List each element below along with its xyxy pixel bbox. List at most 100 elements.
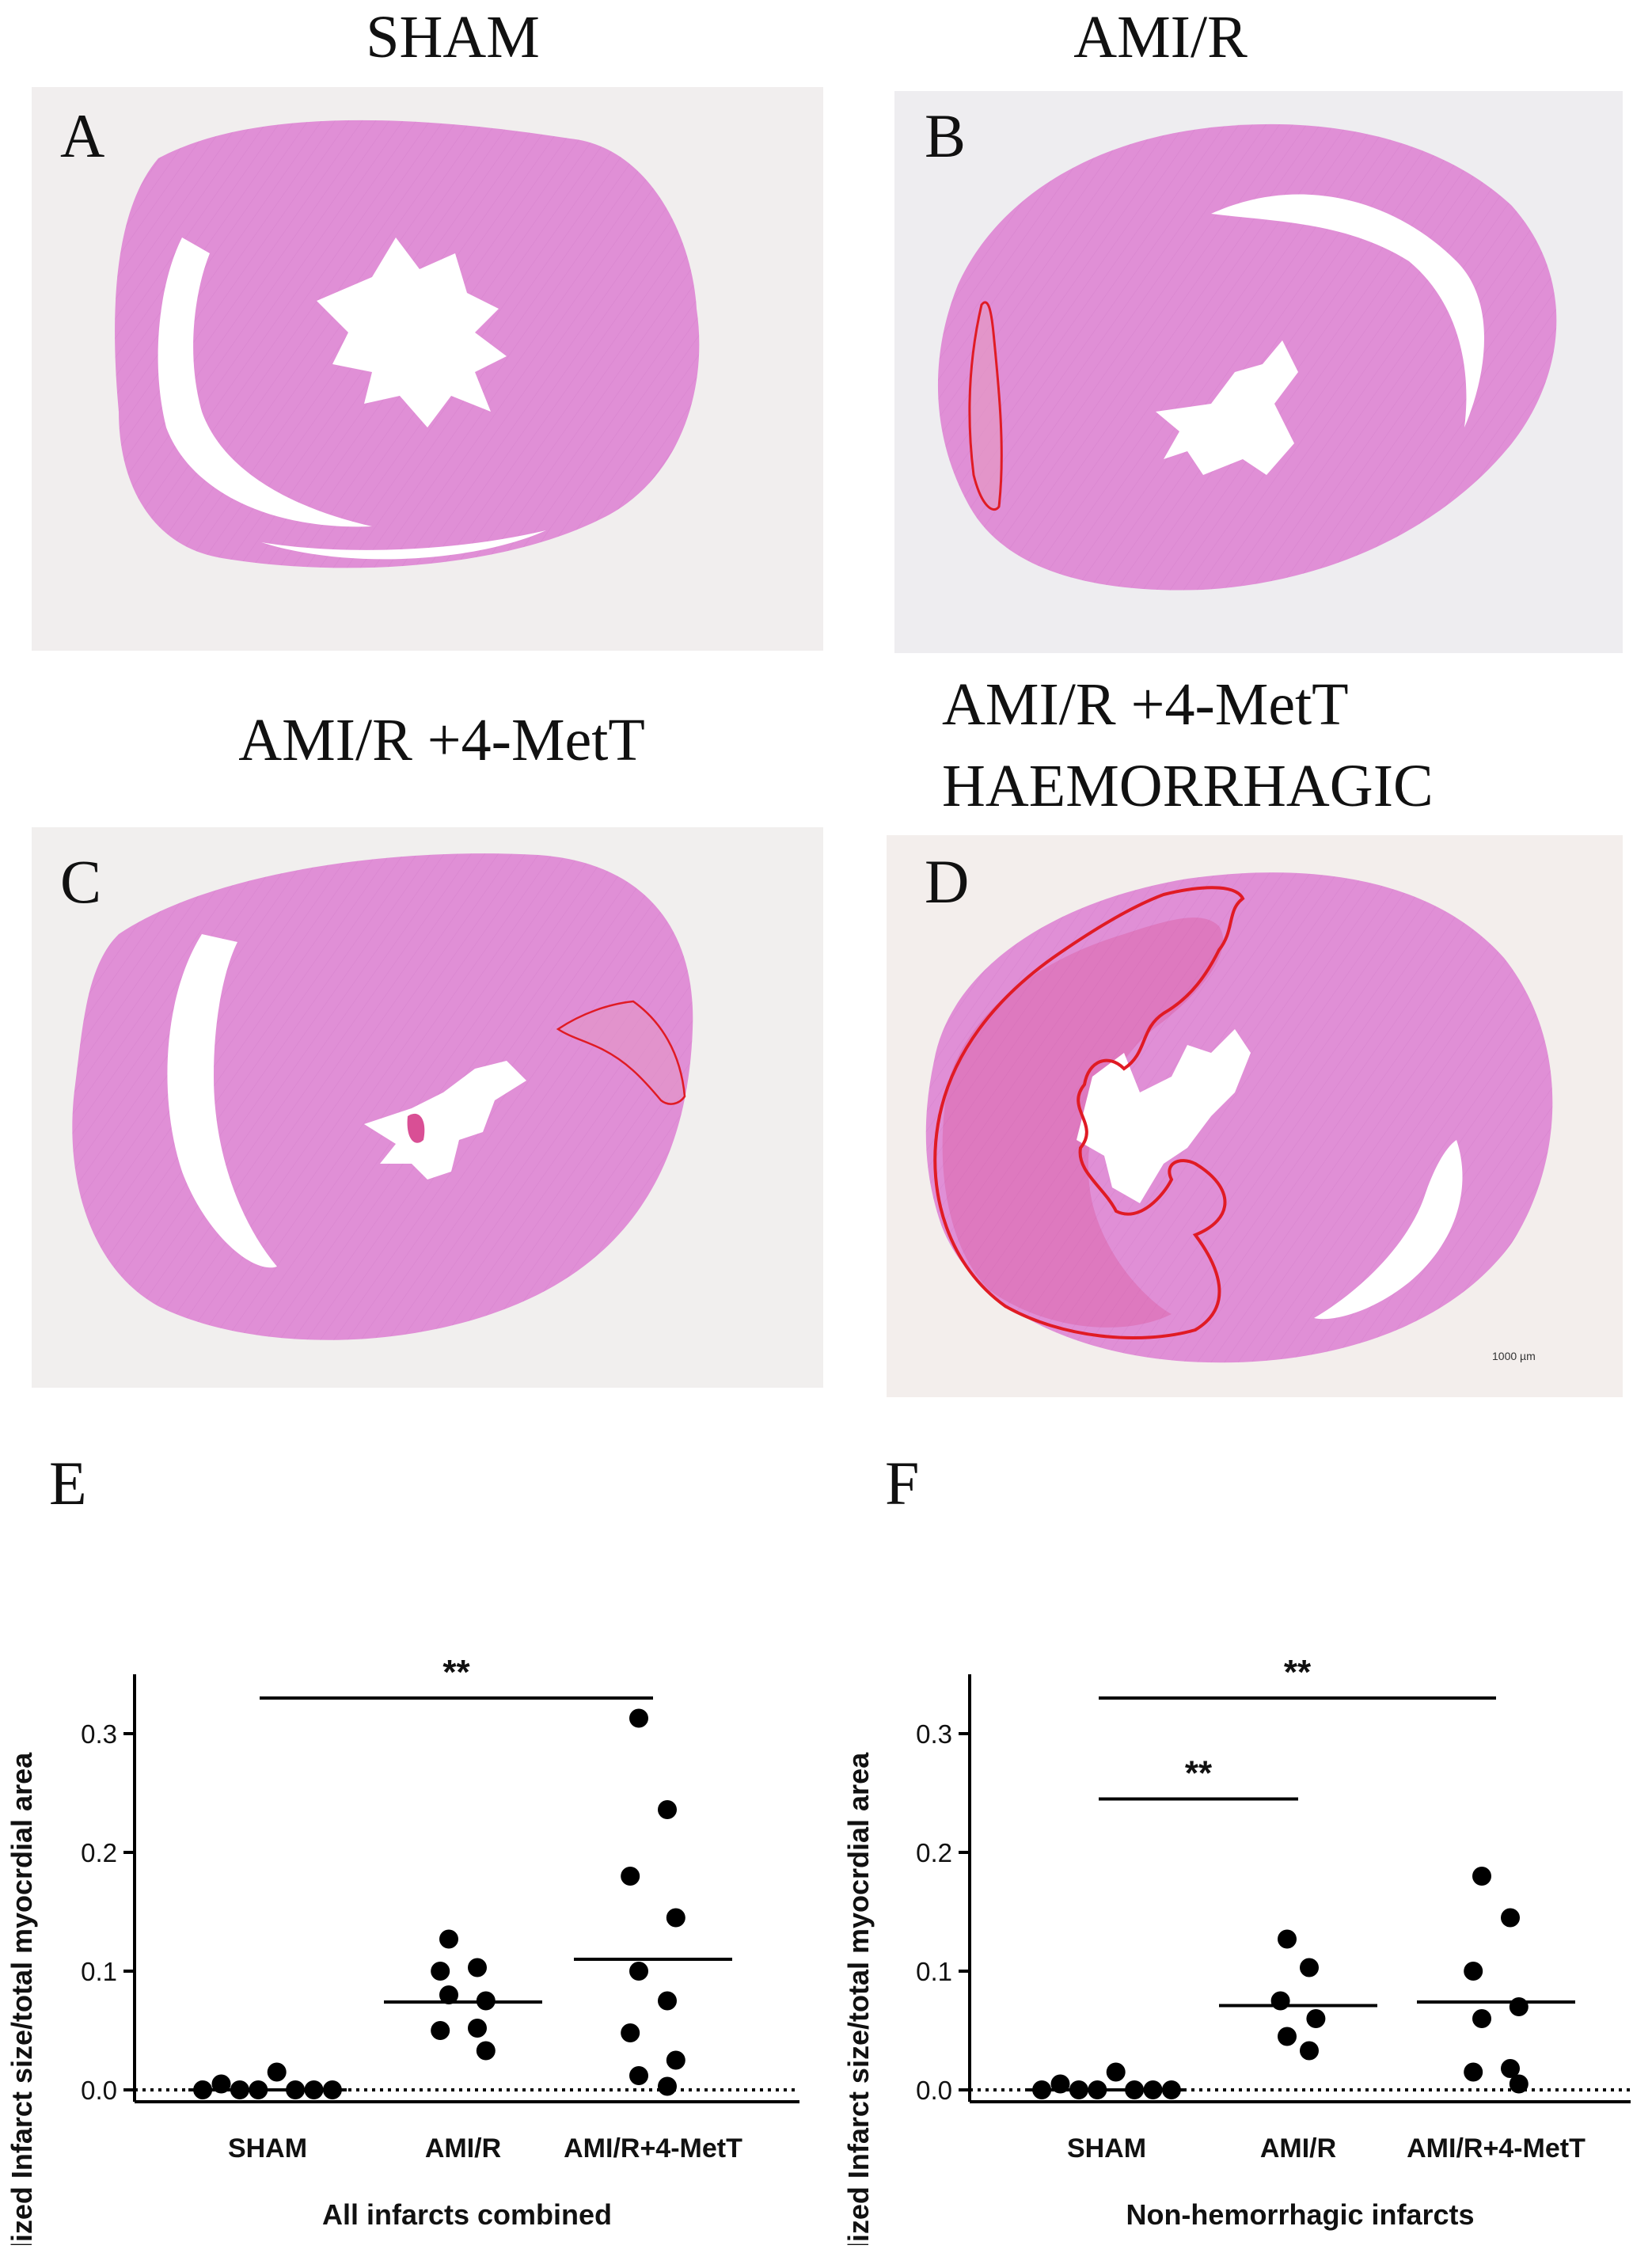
data-point: [286, 2080, 306, 2099]
data-point: [468, 2019, 487, 2038]
panel-b-letter: B: [925, 101, 966, 170]
chart-e: E 0.0 0.1 0.2 0.3 SHAM AMI/R AMI/R+4-MetT All i…: [6, 1449, 799, 2249]
panel-a: SHAM A: [32, 4, 823, 651]
y-tick-label: 0.0: [81, 2076, 117, 2105]
panel-d-title-line-2: HAEMORRHAGIC: [942, 753, 1434, 819]
panel-b-title: AMI/R: [1073, 4, 1248, 70]
x-category-label: AMI/R+4-MetT: [1407, 2133, 1586, 2164]
y-tick-label: 0.2: [81, 1838, 117, 1867]
data-point: [1501, 1908, 1520, 1928]
data-point: [1088, 2080, 1107, 2099]
data-point: [1050, 2074, 1070, 2094]
panel-a-letter: A: [60, 101, 104, 170]
data-point: [1501, 2059, 1520, 2078]
x-category-label: AMI/R+4-MetT: [564, 2133, 742, 2164]
data-point: [1069, 2080, 1088, 2099]
panel-c-haemorrhage-spot: [407, 1113, 425, 1143]
panel-d: AMI/R +4-MetT HAEMORRHAGIC 1000 µm D: [887, 671, 1623, 1397]
x-axis-label: All infarcts combined: [322, 2198, 612, 2231]
panel-d-infarct-outline: [933, 886, 1245, 1339]
chart-f: F 0.0 0.1 0.2 0.3 SHAM AMI/R AMI/R+4-MetT Non-h…: [842, 1449, 1631, 2249]
x-category-label: AMI/R: [425, 2133, 501, 2164]
data-point: [629, 1962, 648, 1981]
panel-c-lv-lumen: [364, 1061, 526, 1180]
panel-a-lv-lumen: [317, 237, 507, 427]
data-point: [439, 1929, 458, 1949]
data-point: [230, 2080, 249, 2099]
panel-d-heart-section: 1000 µm: [925, 872, 1553, 1363]
panel-a-rv-cavity-lower: [261, 530, 546, 560]
panel-c: AMI/R +4-MetT C: [32, 707, 823, 1388]
panel-b: AMI/R B: [894, 4, 1623, 653]
panel-d-myocardium-texture: [925, 872, 1553, 1363]
panel-d-title-line-1: AMI/R +4-MetT: [942, 671, 1349, 738]
data-point: [621, 1867, 640, 1886]
y-tick-label: 0.1: [916, 1957, 952, 1986]
panel-c-rv-cavity: [167, 934, 277, 1268]
data-point: [322, 2080, 342, 2099]
x-category-label: SHAM: [228, 2133, 307, 2164]
panel-c-letter: C: [60, 847, 101, 916]
data-point: [1032, 2080, 1052, 2099]
data-point: [629, 2066, 648, 2085]
data-point: [658, 1991, 677, 2011]
data-point: [621, 2023, 640, 2042]
data-point: [1143, 2080, 1163, 2099]
panel-c-infarct-outline: [556, 1000, 686, 1105]
panel-c-heart-section: [72, 853, 693, 1340]
panel-a-title: SHAM: [366, 4, 540, 70]
data-point: [439, 1985, 458, 2004]
x-category-label: SHAM: [1067, 2133, 1146, 2164]
chart-f-plot-area: 0.0 0.1 0.2 0.3 SHAM AMI/R AMI/R+4-MetT Non-hem…: [842, 1653, 1631, 2249]
data-point: [193, 2080, 213, 2099]
panel-b-lv-lumen: [1156, 340, 1298, 475]
y-tick-label: 0.2: [916, 1838, 952, 1867]
y-tick-label: 0.1: [81, 1957, 117, 1986]
chart-e-plot-area: 0.0 0.1 0.2 0.3 SHAM AMI/R AMI/R+4-MetT All inf…: [6, 1653, 799, 2249]
data-point: [1464, 2062, 1483, 2082]
panel-b-rv-cavity: [1211, 194, 1484, 428]
data-point: [1125, 2080, 1145, 2099]
data-point: [658, 2076, 677, 2096]
panel-a-heart-section: [115, 120, 700, 568]
data-point: [658, 1800, 677, 1819]
significance-label: **: [1185, 1754, 1213, 1793]
data-point: [1509, 2074, 1529, 2094]
x-category-label: AMI/R: [1260, 2133, 1336, 2164]
data-point: [431, 1962, 450, 1981]
y-axis-label: Normalized Infarct size/total myocrdial …: [6, 1752, 38, 2245]
panel-d-lv-lumen: [1077, 1029, 1251, 1203]
data-point: [1472, 2009, 1491, 2028]
data-point: [1278, 1929, 1297, 1949]
data-point: [1306, 2009, 1326, 2028]
data-point: [249, 2080, 268, 2099]
significance-label: **: [442, 1653, 470, 1692]
y-axis-label: Normalized Infarct size/total myocrdial …: [842, 1752, 875, 2245]
panel-a-rv-cavity: [158, 237, 372, 527]
panel-d-scale-bar-label: 1000 µm: [1492, 1350, 1536, 1362]
data-point: [1464, 1962, 1483, 1981]
panel-d-rv-cavity: [1314, 1140, 1463, 1320]
panel-d-letter: D: [925, 847, 969, 916]
data-point: [267, 2062, 287, 2082]
data-point: [1270, 1991, 1290, 2011]
data-point: [1300, 2041, 1319, 2061]
panel-c-title: AMI/R +4-MetT: [238, 707, 645, 773]
panel-b-heart-section: [937, 123, 1557, 591]
data-point: [476, 1991, 496, 2011]
x-axis-label: Non-hemorrhagic infarcts: [1126, 2198, 1474, 2231]
data-point: [1300, 1958, 1319, 1977]
y-tick-label: 0.3: [81, 1719, 117, 1749]
panel-b-infarct-outline: [968, 301, 1003, 511]
significance-label: **: [1284, 1653, 1312, 1692]
data-point: [1509, 1997, 1529, 2016]
chart-f-letter: F: [885, 1449, 919, 1518]
y-tick-label: 0.3: [916, 1719, 952, 1749]
data-point: [1472, 1867, 1491, 1886]
data-point: [1161, 2080, 1181, 2099]
data-point: [666, 1908, 685, 1928]
data-point: [1278, 2027, 1297, 2046]
y-tick-label: 0.0: [916, 2076, 952, 2105]
data-point: [1106, 2062, 1126, 2082]
